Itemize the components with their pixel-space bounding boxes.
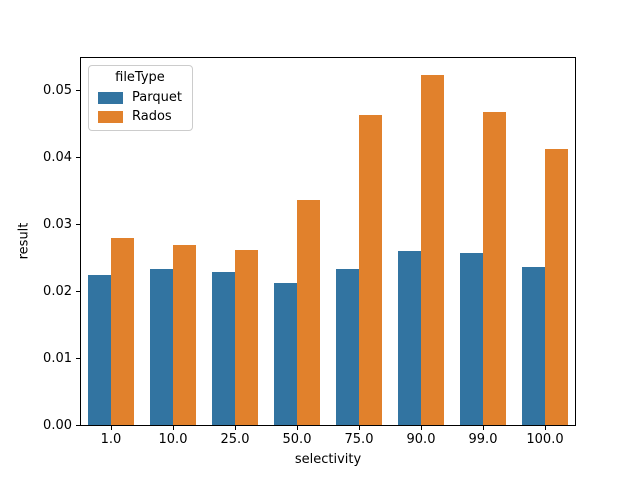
y-tick-label: 0.02 [43,284,72,300]
bar-rados-50.0 [297,200,320,426]
legend-entry-rados: Rados [98,109,182,124]
y-tick-label: 0.00 [43,418,72,433]
x-tick-mark [173,426,174,430]
bar-rados-75.0 [359,115,382,426]
x-tick-mark [111,426,112,430]
legend-title: fileType [115,70,165,85]
x-tick-mark [297,426,298,430]
x-tick-label: 100.0 [526,432,564,447]
y-tick-mark [76,157,80,159]
x-tick-mark [359,426,360,430]
bar-rados-100.0 [545,149,568,426]
x-tick-label: 75.0 [344,432,374,447]
x-tick-mark [421,426,422,430]
rados-color-swatch-icon [98,110,123,123]
x-tick-label: 1.0 [100,432,122,447]
legend-entry-parquet: Parquet [98,90,182,105]
legend-entry-label: Parquet [132,90,182,105]
y-tick-label: 0.05 [43,83,72,99]
y-tick-mark [76,358,80,360]
bar-parquet-90.0 [398,250,421,426]
x-axis-label: selectivity [294,452,362,467]
bar-rados-10.0 [173,245,196,426]
x-tick-mark [235,426,236,430]
bar-parquet-75.0 [336,269,359,426]
x-tick-label: 50.0 [282,432,312,447]
x-tick-label: 10.0 [158,432,188,447]
y-axis-label: result [16,222,32,260]
bar-rados-90.0 [421,75,444,426]
bar-parquet-25.0 [212,271,235,426]
x-tick-mark [545,426,546,430]
legend: fileType Parquet Rados [88,65,193,131]
bar-parquet-100.0 [522,267,545,426]
y-tick-mark [76,425,80,426]
x-tick-label: 25.0 [220,432,250,447]
y-tick-label: 0.01 [43,351,72,367]
bar-rados-1.0 [111,237,134,426]
y-tick-label: 0.03 [43,217,72,233]
y-tick-mark [76,224,80,226]
y-tick-mark [76,291,80,293]
legend-entry-label: Rados [132,109,172,124]
x-tick-label: 99.0 [468,432,498,447]
bar-parquet-1.0 [88,275,111,426]
bar-rados-25.0 [235,249,258,426]
bar-rados-99.0 [483,111,506,426]
y-tick-label: 0.04 [43,150,72,166]
x-tick-mark [483,426,484,430]
y-tick-mark [76,90,80,92]
bar-parquet-50.0 [274,283,297,426]
bar-parquet-10.0 [150,268,173,426]
bar-parquet-99.0 [460,252,483,426]
parquet-color-swatch-icon [98,91,123,104]
x-tick-label: 90.0 [406,432,436,447]
